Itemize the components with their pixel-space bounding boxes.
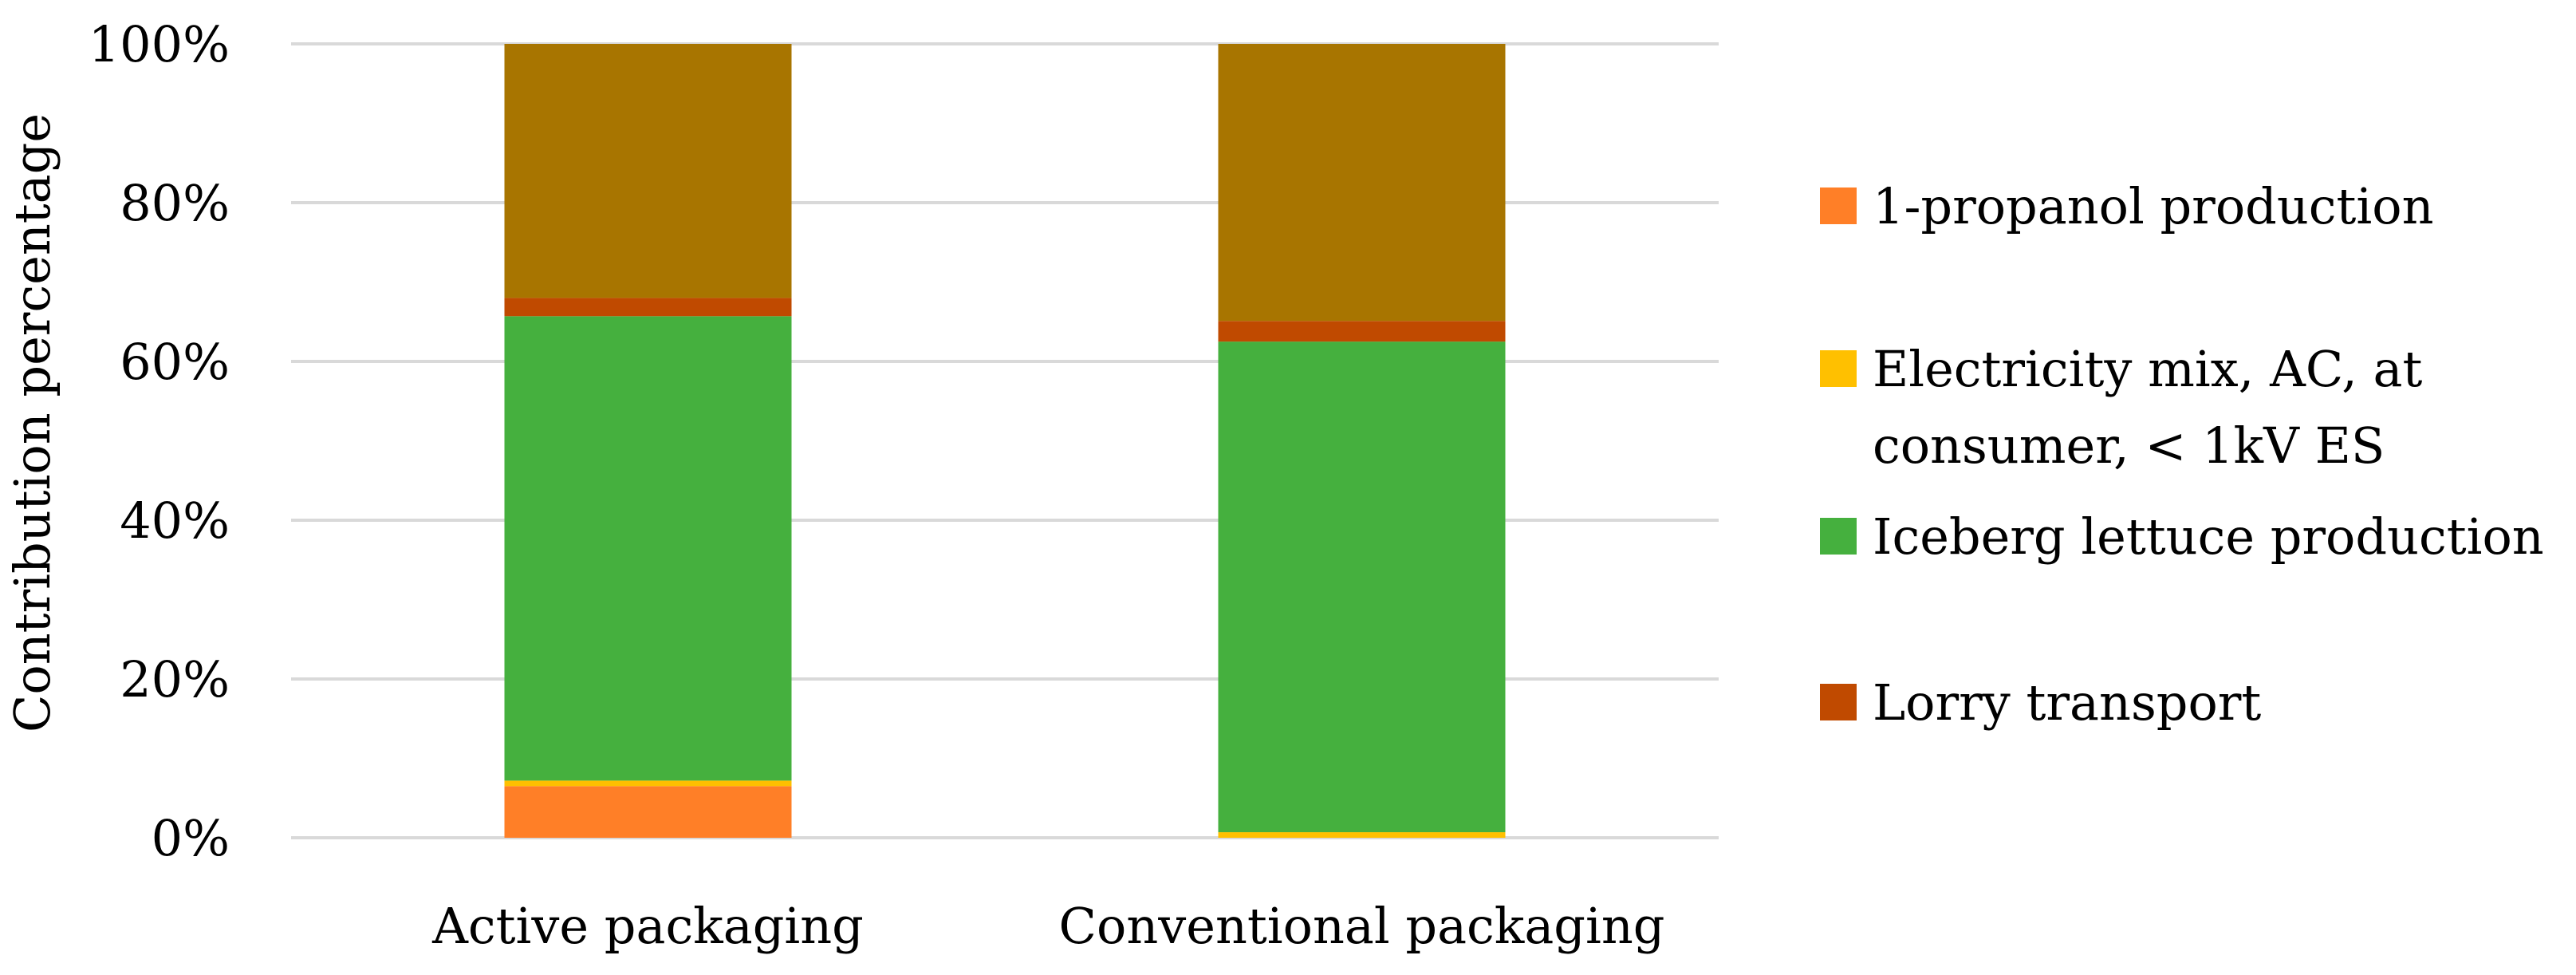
legend-swatch <box>1820 684 1857 720</box>
legend-label: Iceberg lettuce production <box>1873 507 2544 566</box>
y-tick-labels: 0% 20% 40% 60% 80% 100% <box>89 15 230 867</box>
bar-segment <box>504 298 792 317</box>
bar-segment <box>1218 832 1506 838</box>
legend-swatch <box>1820 518 1857 555</box>
legend-label: 1-propanol production <box>1873 177 2434 235</box>
bar-segment <box>1218 321 1506 342</box>
legend-label: Lorry transport <box>1873 673 2261 732</box>
bar-segment <box>504 780 792 787</box>
legend-swatch <box>1820 350 1857 387</box>
y-tick-label: 60% <box>120 333 230 391</box>
y-tick-label: 100% <box>89 15 230 73</box>
bar-segment <box>504 44 792 298</box>
legend-swatch <box>1820 188 1857 224</box>
y-tick-label: 80% <box>120 174 230 232</box>
y-tick-label: 0% <box>152 809 230 867</box>
y-axis-title: Contribution percentage <box>3 113 61 732</box>
bars <box>504 44 1506 838</box>
bar-segment <box>1218 341 1506 833</box>
legend: 1-propanol production Electricity mix, AC… <box>1820 177 2544 732</box>
bar-segment <box>1218 44 1506 322</box>
y-tick-label: 20% <box>120 650 230 709</box>
x-category-label: Active packaging <box>431 897 864 955</box>
y-tick-label: 40% <box>120 491 230 550</box>
bar-segment <box>504 786 792 838</box>
x-category-label: Conventional packaging <box>1059 897 1665 955</box>
x-category-labels: Active packaging Conventional packaging <box>431 897 1664 955</box>
legend-label: Electricity mix, AC, at consumer, < 1kV E… <box>1873 340 2422 475</box>
bar-segment <box>504 316 792 781</box>
